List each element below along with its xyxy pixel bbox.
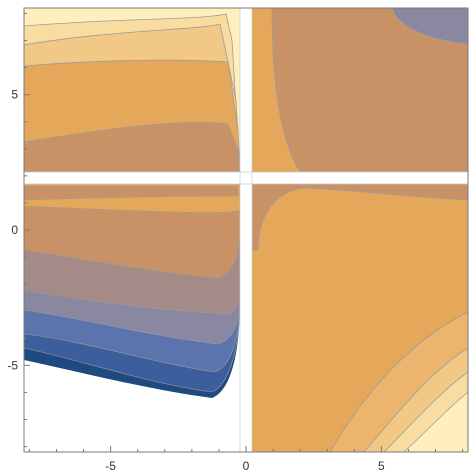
band-ll-8 [24, 185, 239, 201]
singular-gap-vertical [240, 8, 252, 452]
band-lr-2 [251, 183, 468, 251]
x-tick-label: 5 [378, 459, 385, 473]
y-tick-label: -5 [7, 358, 18, 372]
y-tick-label: 5 [11, 88, 18, 102]
y-tick-label: 0 [11, 223, 18, 237]
x-tick-label: -5 [105, 459, 116, 473]
upper-right-region [252, 8, 468, 173]
gap-edge-horizontal [24, 171, 468, 185]
band-ul-5 [24, 122, 241, 173]
x-tick-label: 0 [243, 459, 250, 473]
upper-left-region [24, 8, 241, 173]
axis-ticks [24, 12, 464, 452]
axis-tick-labels: -5 0 5 -5 0 5 [7, 88, 385, 473]
lower-left-region [24, 183, 241, 452]
gap-edge-vertical [239, 8, 253, 452]
lower-right-region [251, 183, 468, 452]
singular-gap-horizontal [24, 172, 468, 184]
